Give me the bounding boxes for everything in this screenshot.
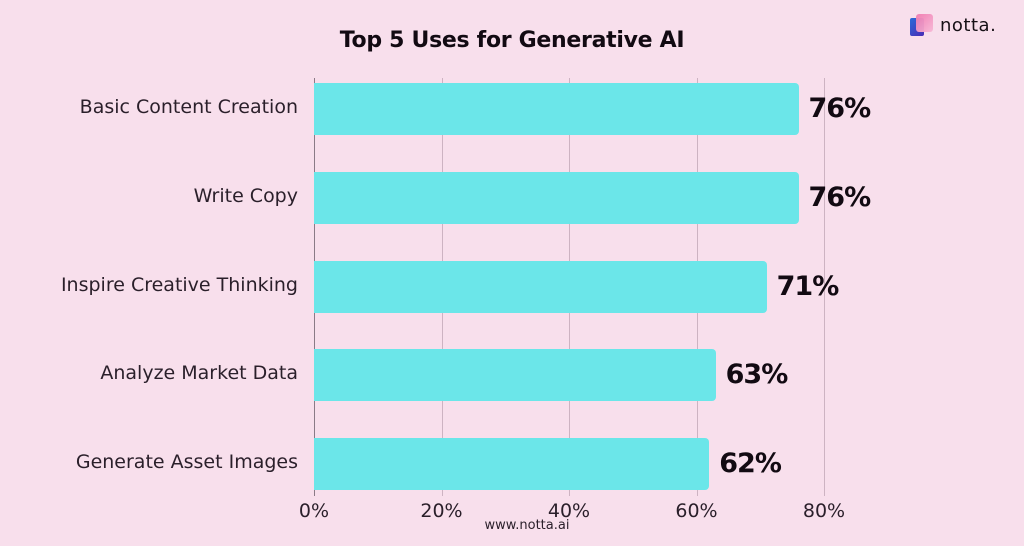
x-tick-label: 80% (802, 500, 846, 522)
bar (314, 349, 716, 401)
category-label: Basic Content Creation (79, 96, 298, 118)
plot-area: 76% 76% 71% 63% 62% (314, 78, 871, 496)
gridline (824, 78, 825, 496)
value-label: 62% (719, 448, 782, 479)
brand-logo: notta. (910, 14, 996, 36)
x-tick-label: 20% (420, 500, 463, 522)
category-label: Write Copy (193, 185, 298, 207)
notta-logo-icon (910, 14, 934, 36)
chart-title: Top 5 Uses for Generative AI (339, 28, 685, 53)
value-label: 71% (776, 271, 840, 302)
value-label: 63% (725, 359, 789, 390)
brand-name: notta. (940, 14, 997, 36)
value-label: 76% (808, 182, 872, 213)
bar (314, 83, 799, 135)
footer-url: www.notta.ai (484, 518, 570, 533)
category-label: Analyze Market Data (100, 362, 298, 384)
bar (314, 261, 767, 313)
x-tick-label: 0% (298, 500, 330, 522)
x-tick-label: 60% (675, 500, 718, 522)
bar (314, 172, 799, 224)
bar (314, 438, 710, 490)
category-label: Generate Asset Images (75, 451, 298, 473)
category-label: Inspire Creative Thinking (60, 274, 298, 296)
value-label: 76% (808, 93, 872, 124)
x-tick-label: 40% (547, 500, 591, 522)
